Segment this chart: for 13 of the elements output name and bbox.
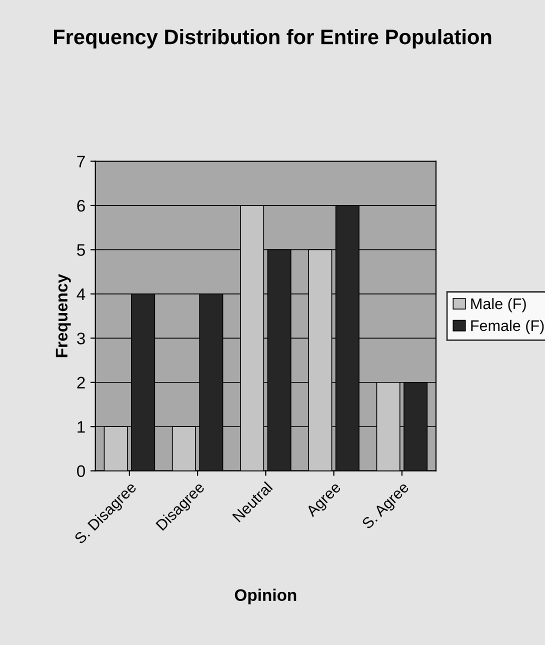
y-tick-label: 0 [77,465,85,478]
y-tick-label: 7 [77,156,85,168]
legend-label: Male (F) [471,298,526,312]
x-axis-title: Opinion [234,588,296,604]
y-axis-title: Frequency [56,274,71,358]
y-tick-label: 4 [76,288,86,300]
y-tick-label: 6 [77,200,85,212]
chart-title: Frequency Distribution for Entire Population [54,29,492,48]
y-tick-label: 5 [77,244,85,256]
y-tick-label: 1 [78,421,85,433]
legend-label: Female (F) [471,320,544,334]
y-tick-label: 2 [77,376,85,388]
y-tick-label: 3 [77,332,85,344]
